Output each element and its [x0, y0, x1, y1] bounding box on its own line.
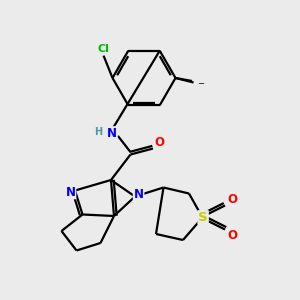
Text: S: S	[198, 211, 208, 224]
Text: O: O	[227, 229, 238, 242]
Text: Cl: Cl	[98, 44, 110, 55]
Text: ─: ─	[199, 78, 203, 87]
Text: N: N	[65, 185, 76, 199]
Text: N: N	[134, 188, 144, 202]
Text: O: O	[227, 193, 238, 206]
Text: H: H	[94, 127, 102, 137]
Text: O: O	[154, 136, 164, 149]
Text: N: N	[107, 127, 117, 140]
